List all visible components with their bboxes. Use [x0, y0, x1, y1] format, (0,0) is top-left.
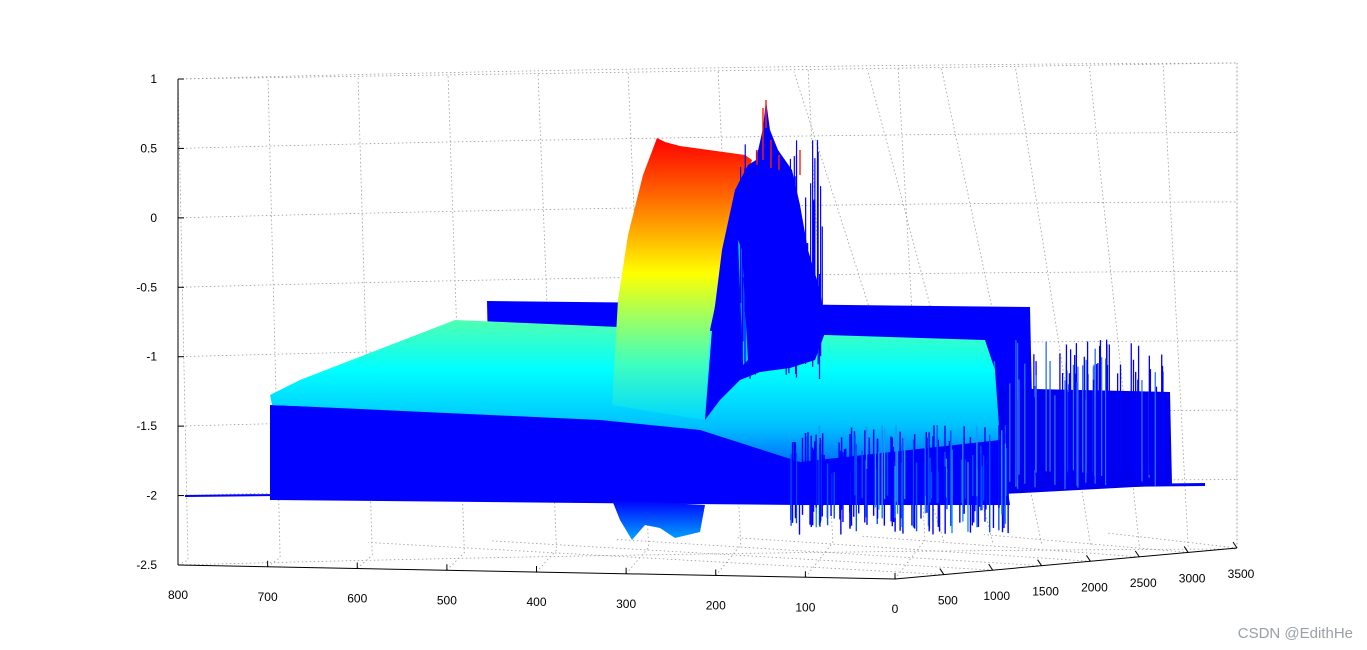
grid-line [894, 68, 926, 580]
z-tick-label: 0.5 [140, 141, 157, 155]
y-tick-label: 3500 [1228, 567, 1255, 581]
grid-line [368, 71, 945, 575]
x-tick-label: 800 [168, 588, 188, 602]
main-ridge [612, 138, 752, 420]
y-tick-label: 1000 [983, 589, 1010, 603]
ridge-spikes [740, 100, 823, 380]
z-tick-label: 0 [150, 211, 157, 225]
y-tick-mark [1134, 550, 1140, 558]
grid-line [805, 69, 834, 578]
z-axis-ticks: 1 0.5 0 -0.5 -1 -1.5 -2 -2.5 [136, 72, 184, 572]
z-tick-label: -2 [146, 489, 157, 503]
y-tick-label: 2500 [1130, 576, 1157, 590]
x-tick-label: 600 [347, 592, 367, 606]
front-noise [790, 425, 1009, 535]
x-tick-label: 700 [258, 590, 278, 604]
x-tick-label: 500 [437, 593, 457, 607]
x-tick-label: 300 [616, 597, 636, 611]
x-tick-label: 100 [795, 600, 815, 614]
x-axis-ticks: 800 700 600 500 400 300 200 100 0 [168, 559, 899, 616]
surface [185, 100, 1205, 540]
grid-line [356, 76, 373, 569]
grid-line [177, 78, 189, 566]
y-tick-label: 500 [938, 594, 958, 608]
watermark: CSDN @EdithHe [1237, 625, 1353, 642]
y-axis-line [894, 547, 1238, 580]
box-top-edge [177, 62, 1238, 80]
y-tick-label: 2000 [1081, 580, 1108, 594]
y-tick-mark [1232, 541, 1238, 549]
y-axis-ticks: 500 1000 1500 2000 2500 3000 3500 [938, 541, 1255, 608]
grid-line [446, 74, 465, 571]
z-tick-label: -1 [146, 350, 157, 364]
grid-line [1106, 63, 1238, 549]
z-tick-label: -0.5 [136, 280, 157, 294]
z-tick-label: -2.5 [136, 558, 157, 572]
y-tick-mark [1086, 555, 1091, 562]
y-tick-mark [1037, 559, 1042, 566]
y-tick-mark [1183, 546, 1189, 553]
y-tick-mark [939, 568, 945, 575]
y-tick-label: 1500 [1032, 585, 1059, 599]
grid-line [715, 70, 742, 576]
grid-line [267, 77, 281, 568]
grid-line [983, 64, 1189, 553]
grid-line [177, 132, 1238, 149]
y-tick-mark [988, 563, 994, 571]
z-tick-label: -1.5 [136, 419, 157, 433]
z-tick-label: 1 [150, 72, 157, 86]
x-tick-label: 200 [706, 599, 726, 613]
x-tick-label: 400 [526, 595, 546, 609]
tail-spikes [984, 339, 1164, 490]
x-tick-label: 0 [892, 602, 899, 616]
y-tick-label: 3000 [1179, 571, 1206, 585]
lower-dip [612, 500, 705, 540]
